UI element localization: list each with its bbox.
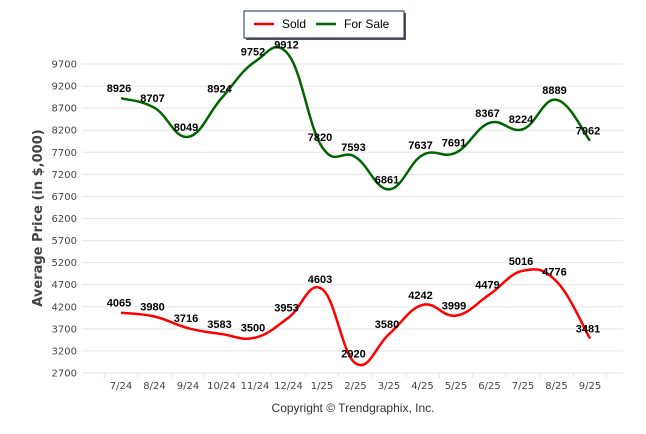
- data-label-sold: 3999: [442, 301, 466, 313]
- x-tick-label: 4/25: [411, 381, 433, 392]
- x-tick-label: 12/24: [274, 381, 303, 392]
- x-tick-label: 9/25: [579, 381, 601, 392]
- data-label-sold: 5016: [509, 256, 533, 268]
- data-label-sold: 4065: [107, 298, 131, 310]
- x-tick-label: 7/24: [110, 381, 132, 392]
- y-tick-label: 6700: [52, 192, 77, 203]
- data-label-sold: 3481: [576, 324, 600, 336]
- legend-label: For Sale: [344, 17, 390, 31]
- legend[interactable]: Sold For Sale: [243, 10, 406, 40]
- data-label-for-sale: 6861: [375, 174, 399, 186]
- data-label-for-sale: 9912: [274, 40, 298, 52]
- y-tick-label: 3200: [52, 346, 77, 357]
- data-label-sold: 4603: [308, 274, 332, 286]
- data-label-for-sale: 8924: [207, 83, 232, 95]
- data-label-sold: 4479: [475, 279, 499, 291]
- y-tick-label: 9700: [52, 60, 77, 71]
- y-tick-label: 4700: [52, 280, 77, 291]
- x-tick-label: 8/25: [545, 381, 567, 392]
- data-label-for-sale: 8224: [509, 114, 534, 126]
- gridlines: [82, 63, 623, 374]
- data-label-sold: 4242: [408, 290, 432, 302]
- y-tick-label: 7200: [52, 170, 77, 181]
- x-tick-label: 1/25: [311, 381, 333, 392]
- y-tick-label: 9200: [52, 82, 77, 93]
- legend-item-sold[interactable]: Sold: [254, 17, 306, 31]
- data-label-for-sale: 8889: [542, 85, 566, 97]
- data-label-sold: 3500: [241, 323, 265, 335]
- data-label-for-sale: 7691: [442, 138, 466, 150]
- y-tick-label: 6200: [52, 214, 77, 225]
- data-label-for-sale: 7637: [408, 140, 432, 152]
- y-tick-label: 3700: [52, 324, 77, 335]
- data-label-for-sale: 8707: [140, 93, 164, 105]
- data-label-for-sale: 9752: [241, 47, 265, 59]
- y-axis-ticks: 2700 3200 3700 4200 4700 5200 5700 6200 6700 7200…: [52, 60, 77, 380]
- series-lines: [120, 45, 592, 367]
- x-tick-label: 11/24: [241, 381, 270, 392]
- y-tick-label: 8700: [52, 104, 77, 115]
- data-label-for-sale: 7820: [308, 132, 332, 144]
- data-label-sold: 3580: [375, 319, 399, 331]
- copyright-credit: Copyright © Trendgraphix, Inc.: [272, 401, 435, 415]
- x-tick-label: 8/24: [143, 381, 165, 392]
- y-axis-title: Average Price (in $,000): [31, 129, 46, 306]
- x-axis: 7/24 8/24 9/24 10/24 11/24 12/24 1/25 2/25 3/25 4…: [82, 372, 623, 392]
- series-line-for-sale: [120, 45, 592, 191]
- data-label-sold: 4776: [542, 266, 566, 278]
- y-tick-label: 8200: [52, 126, 77, 137]
- data-label-sold: 3980: [140, 301, 164, 313]
- legend-item-for-sale[interactable]: For Sale: [316, 17, 390, 31]
- data-label-for-sale: 7593: [341, 142, 365, 154]
- x-tick-label: 3/25: [378, 381, 400, 392]
- x-tick-label: 2/25: [344, 381, 366, 392]
- x-tick-label: 5/25: [445, 381, 467, 392]
- data-label-for-sale: 8367: [475, 108, 499, 120]
- x-tick-label: 10/24: [207, 381, 236, 392]
- data-label-for-sale: 8926: [107, 83, 131, 95]
- y-tick-label: 5700: [52, 236, 77, 247]
- data-label-for-sale: 7962: [576, 126, 600, 138]
- data-label-for-sale: 8049: [174, 122, 198, 134]
- y-tick-label: 7700: [52, 148, 77, 159]
- x-tick-label: 6/25: [478, 381, 500, 392]
- data-label-sold: 3583: [207, 319, 231, 331]
- data-label-sold: 3953: [274, 303, 298, 315]
- data-label-sold: 3716: [174, 313, 198, 325]
- data-label-sold: 2920: [341, 348, 365, 360]
- x-tick-label: 7/25: [512, 381, 534, 392]
- y-tick-label: 4200: [52, 302, 77, 313]
- y-tick-label: 2700: [52, 369, 77, 380]
- legend-label: Sold: [282, 17, 306, 31]
- data-labels: 4065 3980 3716 3583 3500 3953 4603 2920 3580 4242…: [107, 40, 600, 361]
- x-tick-label: 9/24: [177, 381, 199, 392]
- y-tick-label: 5200: [52, 258, 77, 269]
